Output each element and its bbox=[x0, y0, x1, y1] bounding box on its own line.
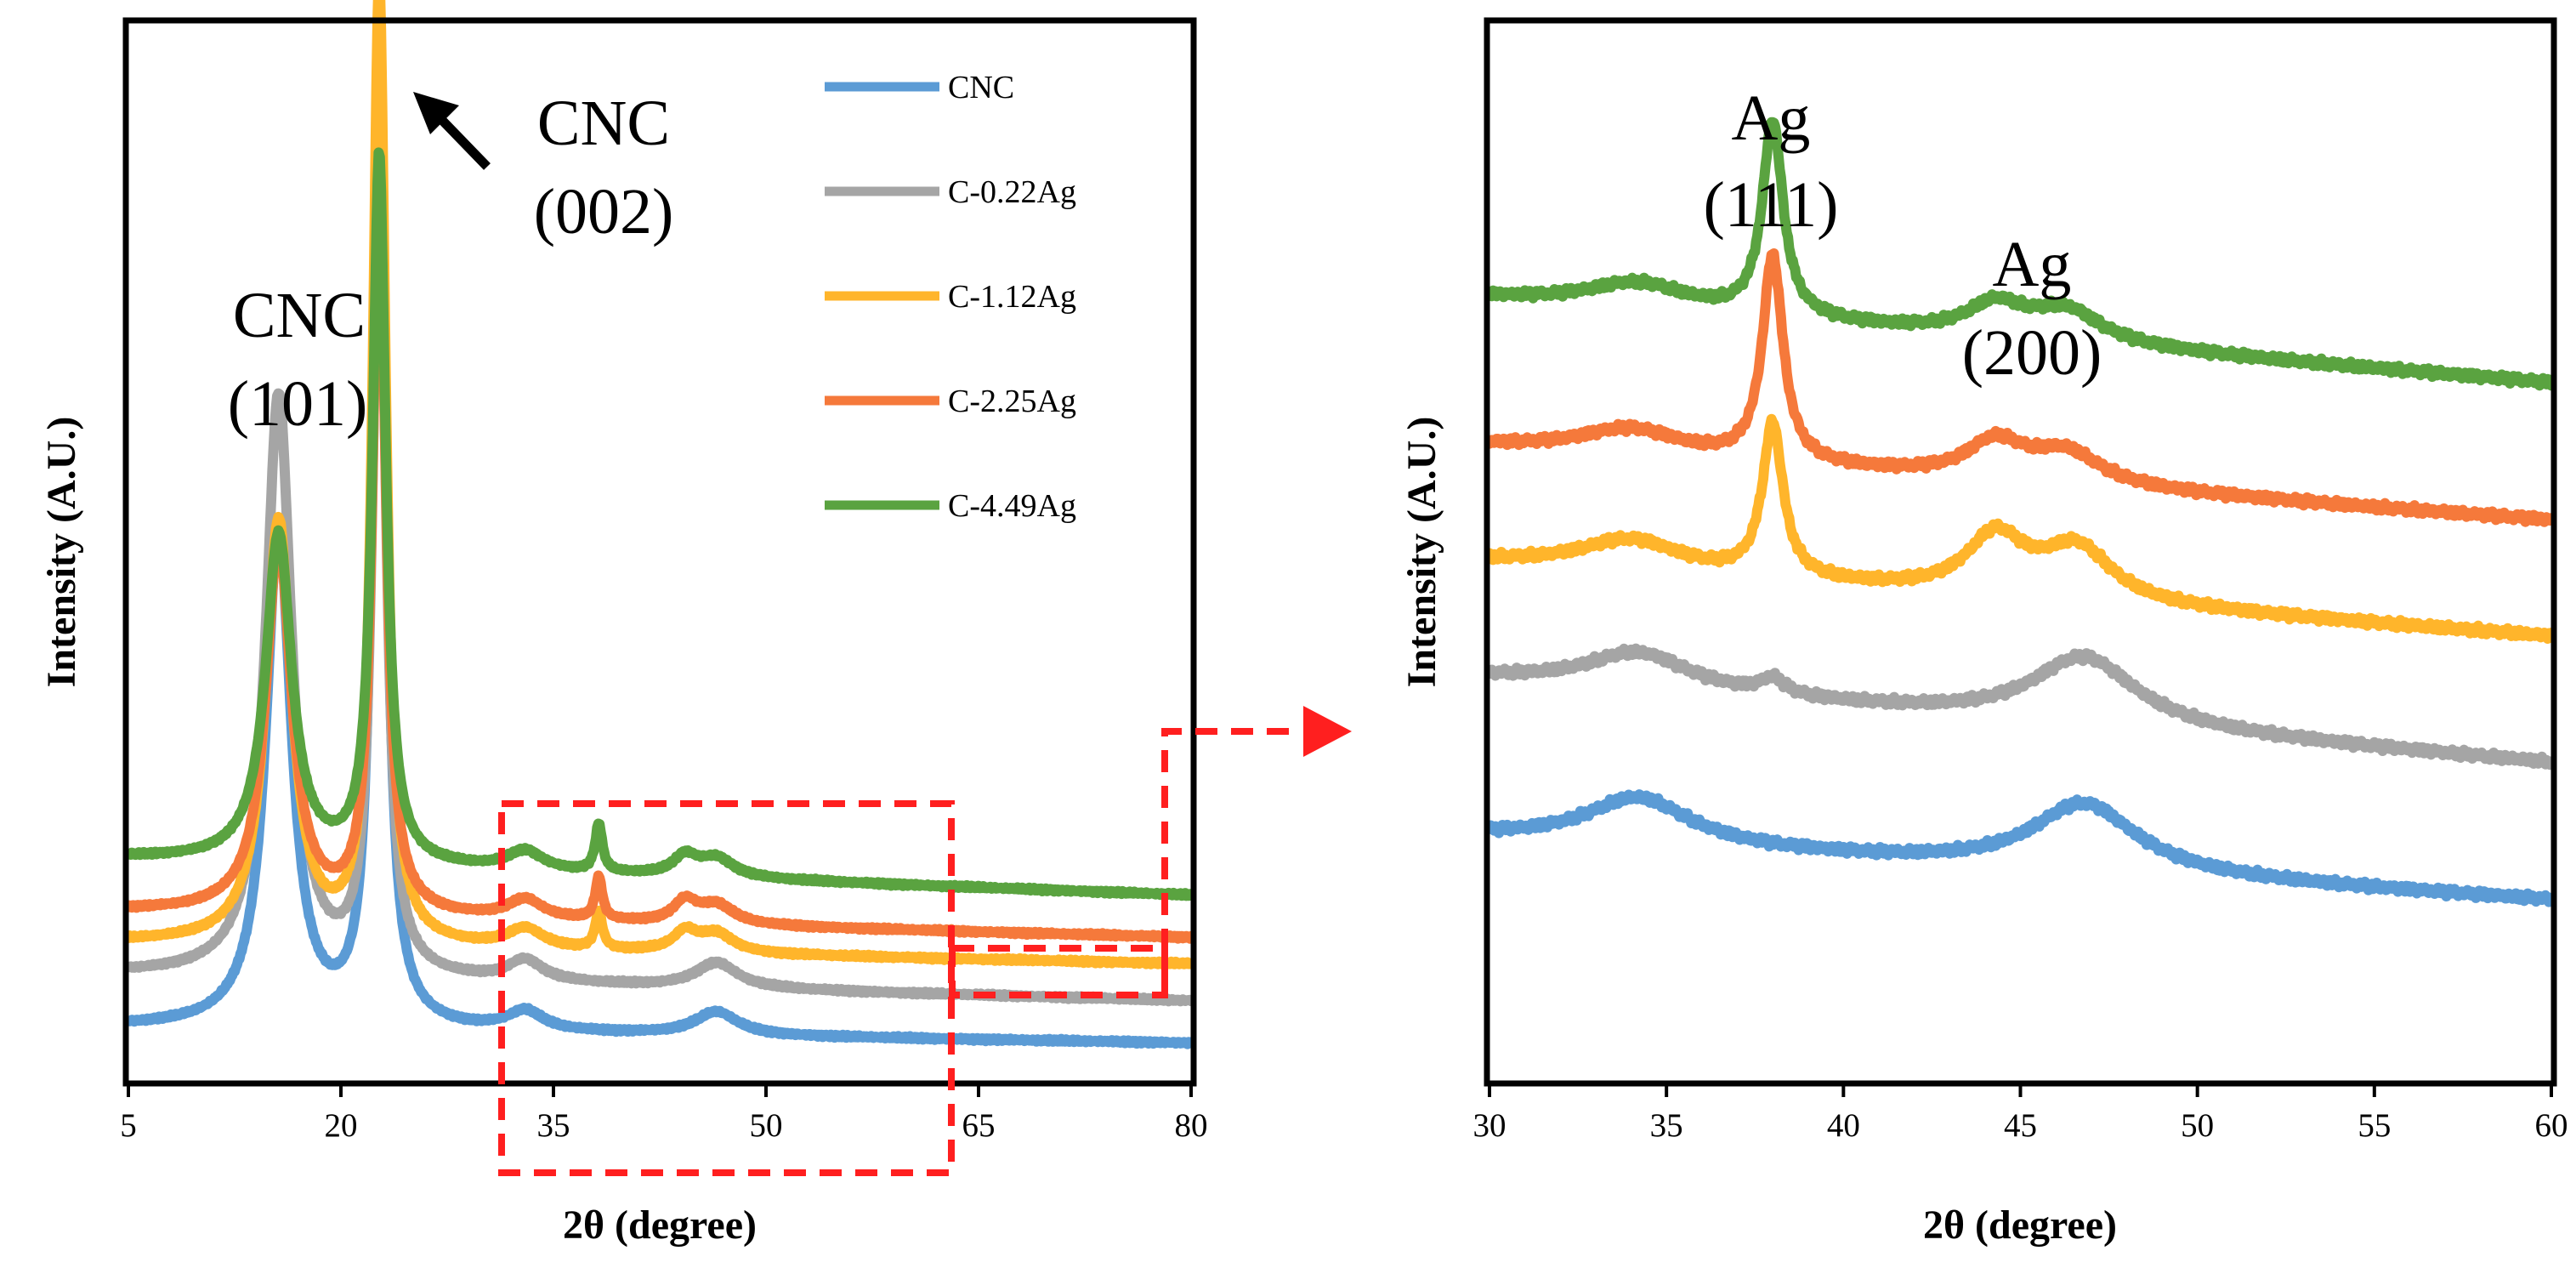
right-plot-frame bbox=[1484, 17, 2557, 1087]
left-x-axis-title: 2θ (degree) bbox=[563, 1203, 757, 1248]
annotation-ag-111-label: Ag bbox=[1732, 82, 1811, 154]
right-series-c-112ag bbox=[1484, 413, 2556, 644]
left-x-ticks bbox=[127, 1083, 1193, 1097]
right-x-tick-label: 40 bbox=[1827, 1107, 1860, 1144]
zoom-connector bbox=[1161, 728, 1301, 987]
annotation-ag-200-label: Ag bbox=[1993, 229, 2072, 300]
legend: CNC C-0.22Ag C-1.12Ag C-2.25Ag C-4.49Ag bbox=[825, 70, 1076, 524]
left-x-tick-labels: 5 20 35 50 65 80 bbox=[120, 1107, 1207, 1144]
annotation-cnc-101-label: CNC bbox=[233, 280, 366, 351]
right-y-axis-title: Intensity (A.U.) bbox=[1399, 417, 1444, 688]
annotation-cnc-101-index: (101) bbox=[228, 368, 368, 440]
legend-label: C-4.49Ag bbox=[948, 488, 1076, 524]
annotation-cnc-002-index: (002) bbox=[534, 176, 674, 247]
right-series-c-225ag bbox=[1484, 248, 2556, 527]
right-x-axis-title: 2θ (degree) bbox=[1923, 1203, 2117, 1248]
left-plot-area bbox=[123, 0, 1196, 1049]
right-x-tick-labels: 30 35 40 45 50 55 60 bbox=[1473, 1107, 2568, 1144]
left-series-c-449ag bbox=[123, 147, 1196, 901]
right-x-ticks bbox=[1488, 1083, 2553, 1097]
left-series-c-225ag bbox=[123, 167, 1196, 944]
legend-label: C-1.12Ag bbox=[948, 279, 1076, 315]
left-x-tick-label: 65 bbox=[962, 1107, 996, 1144]
right-x-tick-label: 50 bbox=[2181, 1107, 2214, 1144]
left-x-tick-label: 35 bbox=[537, 1107, 570, 1144]
annotation-arrow-icon bbox=[413, 92, 491, 170]
left-x-tick-label: 20 bbox=[325, 1107, 358, 1144]
annotation-ag-200-index: (200) bbox=[1962, 317, 2102, 389]
legend-label: C-0.22Ag bbox=[948, 174, 1076, 210]
left-x-tick-label: 50 bbox=[750, 1107, 783, 1144]
legend-label: CNC bbox=[948, 70, 1014, 105]
right-x-tick-label: 55 bbox=[2358, 1107, 2391, 1144]
right-x-tick-label: 60 bbox=[2535, 1107, 2568, 1144]
right-x-tick-label: 35 bbox=[1650, 1107, 1683, 1144]
right-x-tick-label: 30 bbox=[1473, 1107, 1506, 1144]
left-series-cnc bbox=[123, 14, 1196, 1049]
left-y-axis-title: Intensity (A.U.) bbox=[39, 417, 84, 688]
left-panel: 5 20 35 50 65 80 2θ (degree) Intensity (A.U.)… bbox=[39, 0, 1352, 1248]
right-series-c-022ag bbox=[1484, 643, 2556, 770]
zoom-arrow-icon bbox=[1303, 706, 1352, 757]
annotation-ag-111-index: (111) bbox=[1704, 169, 1839, 241]
right-x-tick-label: 45 bbox=[2004, 1107, 2037, 1144]
zoom-region-box bbox=[498, 800, 955, 1176]
right-panel: 30 35 40 45 50 55 60 2θ (degree) Intensity (A.… bbox=[1399, 17, 2568, 1248]
legend-label: C-2.25Ag bbox=[948, 384, 1076, 419]
left-x-tick-label: 5 bbox=[120, 1107, 137, 1144]
right-series-cnc bbox=[1484, 789, 2556, 907]
right-series-c-449ag bbox=[1484, 117, 2556, 391]
left-x-tick-label: 80 bbox=[1175, 1107, 1208, 1144]
right-plot-area bbox=[1484, 117, 2556, 907]
left-plot-frame bbox=[122, 17, 1197, 1087]
annotation-cnc-002-label: CNC bbox=[537, 88, 670, 159]
